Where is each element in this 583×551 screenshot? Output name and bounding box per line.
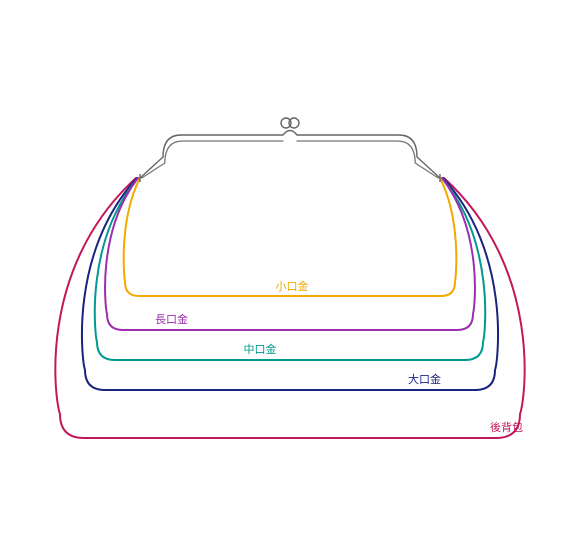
bag-size-diagram: 小口金長口金中口金大口金後背包 bbox=[0, 0, 583, 551]
label-backpack: 後背包 bbox=[490, 420, 523, 434]
label-small: 小口金 bbox=[276, 279, 309, 293]
label-large: 大口金 bbox=[408, 372, 441, 386]
label-long: 長口金 bbox=[155, 312, 188, 326]
label-medium: 中口金 bbox=[244, 342, 277, 356]
